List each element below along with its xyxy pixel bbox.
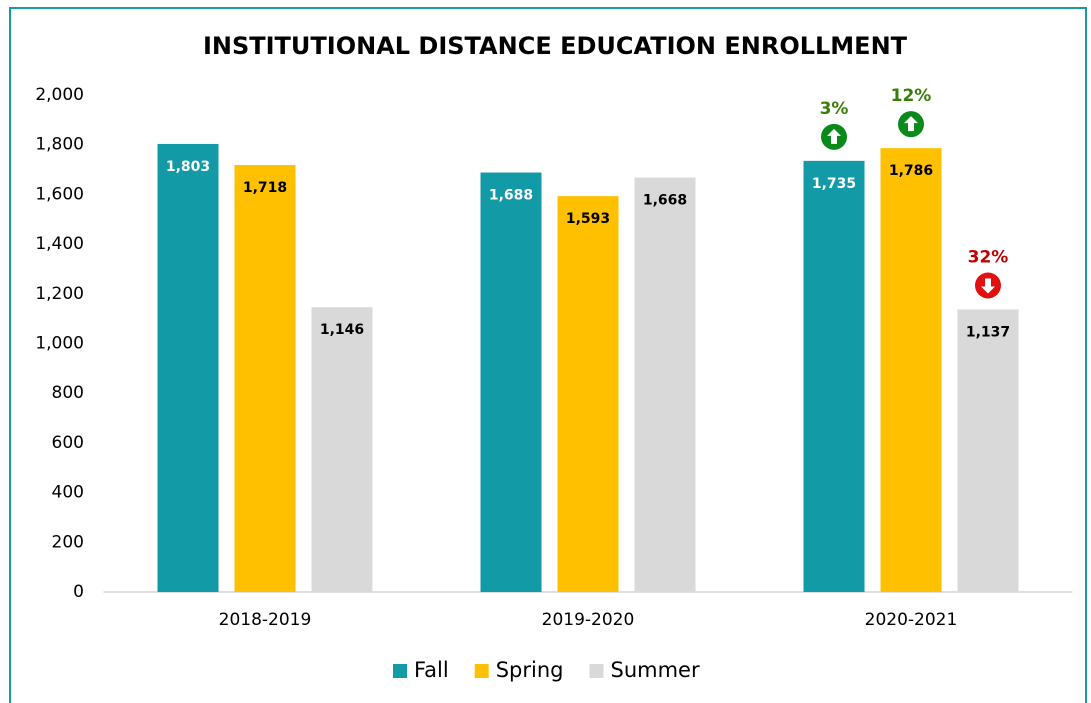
y-tick-label: 600 (52, 433, 84, 453)
annotation-label: 12% (891, 86, 932, 106)
y-tick-label: 1,000 (35, 334, 84, 354)
annotation-arrow (827, 128, 841, 144)
value-label: 1,786 (889, 163, 933, 179)
annotation-label: 3% (820, 99, 849, 119)
bar (803, 160, 865, 593)
bar (957, 309, 1019, 592)
annotation-arrow (904, 116, 918, 132)
y-tick-label: 400 (52, 483, 84, 503)
bar (634, 177, 696, 592)
value-label: 1,718 (243, 180, 287, 196)
y-tick-label: 1,200 (35, 284, 84, 304)
bar (480, 172, 542, 593)
y-tick-label: 1,800 (35, 135, 84, 155)
value-label: 1,593 (566, 211, 610, 227)
legend-swatch (393, 664, 407, 678)
x-tick-label: 2020-2021 (865, 610, 958, 630)
legend-label: Spring (496, 658, 564, 682)
legend-label: Summer (610, 658, 699, 682)
value-label: 1,688 (489, 188, 533, 204)
legend-label: Fall (414, 658, 449, 682)
x-tick-label: 2019-2020 (542, 610, 635, 630)
y-tick-label: 1,600 (35, 184, 84, 204)
bar (557, 196, 619, 592)
value-label: 1,146 (320, 322, 364, 338)
legend-swatch (474, 664, 489, 678)
y-tick-label: 800 (52, 383, 84, 403)
bar (311, 307, 373, 592)
x-tick-label: 2018-2019 (219, 610, 312, 630)
value-label: 1,735 (812, 176, 856, 192)
y-tick-label: 200 (52, 532, 84, 552)
bar (234, 165, 296, 592)
bar (157, 143, 219, 592)
value-label: 1,668 (643, 193, 687, 209)
value-label: 1,137 (966, 324, 1010, 340)
legend-swatch (589, 664, 604, 678)
bar (880, 148, 942, 592)
y-tick-label: 1,400 (35, 234, 84, 254)
annotation-label: 32% (968, 247, 1009, 267)
y-tick-label: 2,000 (35, 85, 84, 105)
value-label: 1,803 (166, 159, 210, 175)
chart-title: INSTITUTIONAL DISTANCE EDUCATION ENROLLM… (203, 32, 908, 60)
y-tick-label: 0 (73, 582, 84, 602)
annotation-arrow (981, 278, 995, 294)
